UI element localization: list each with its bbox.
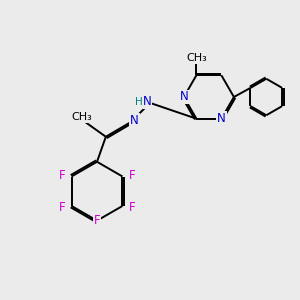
Text: F: F (128, 169, 135, 182)
Text: N: N (130, 114, 139, 127)
Text: H: H (135, 97, 143, 107)
Text: CH₃: CH₃ (186, 53, 207, 63)
Text: F: F (128, 201, 135, 214)
Text: F: F (59, 169, 66, 182)
Text: N: N (143, 95, 152, 108)
Text: N: N (179, 91, 188, 103)
Text: F: F (59, 201, 66, 214)
Text: CH₃: CH₃ (71, 112, 92, 122)
Text: N: N (217, 112, 226, 125)
Text: F: F (94, 214, 100, 227)
